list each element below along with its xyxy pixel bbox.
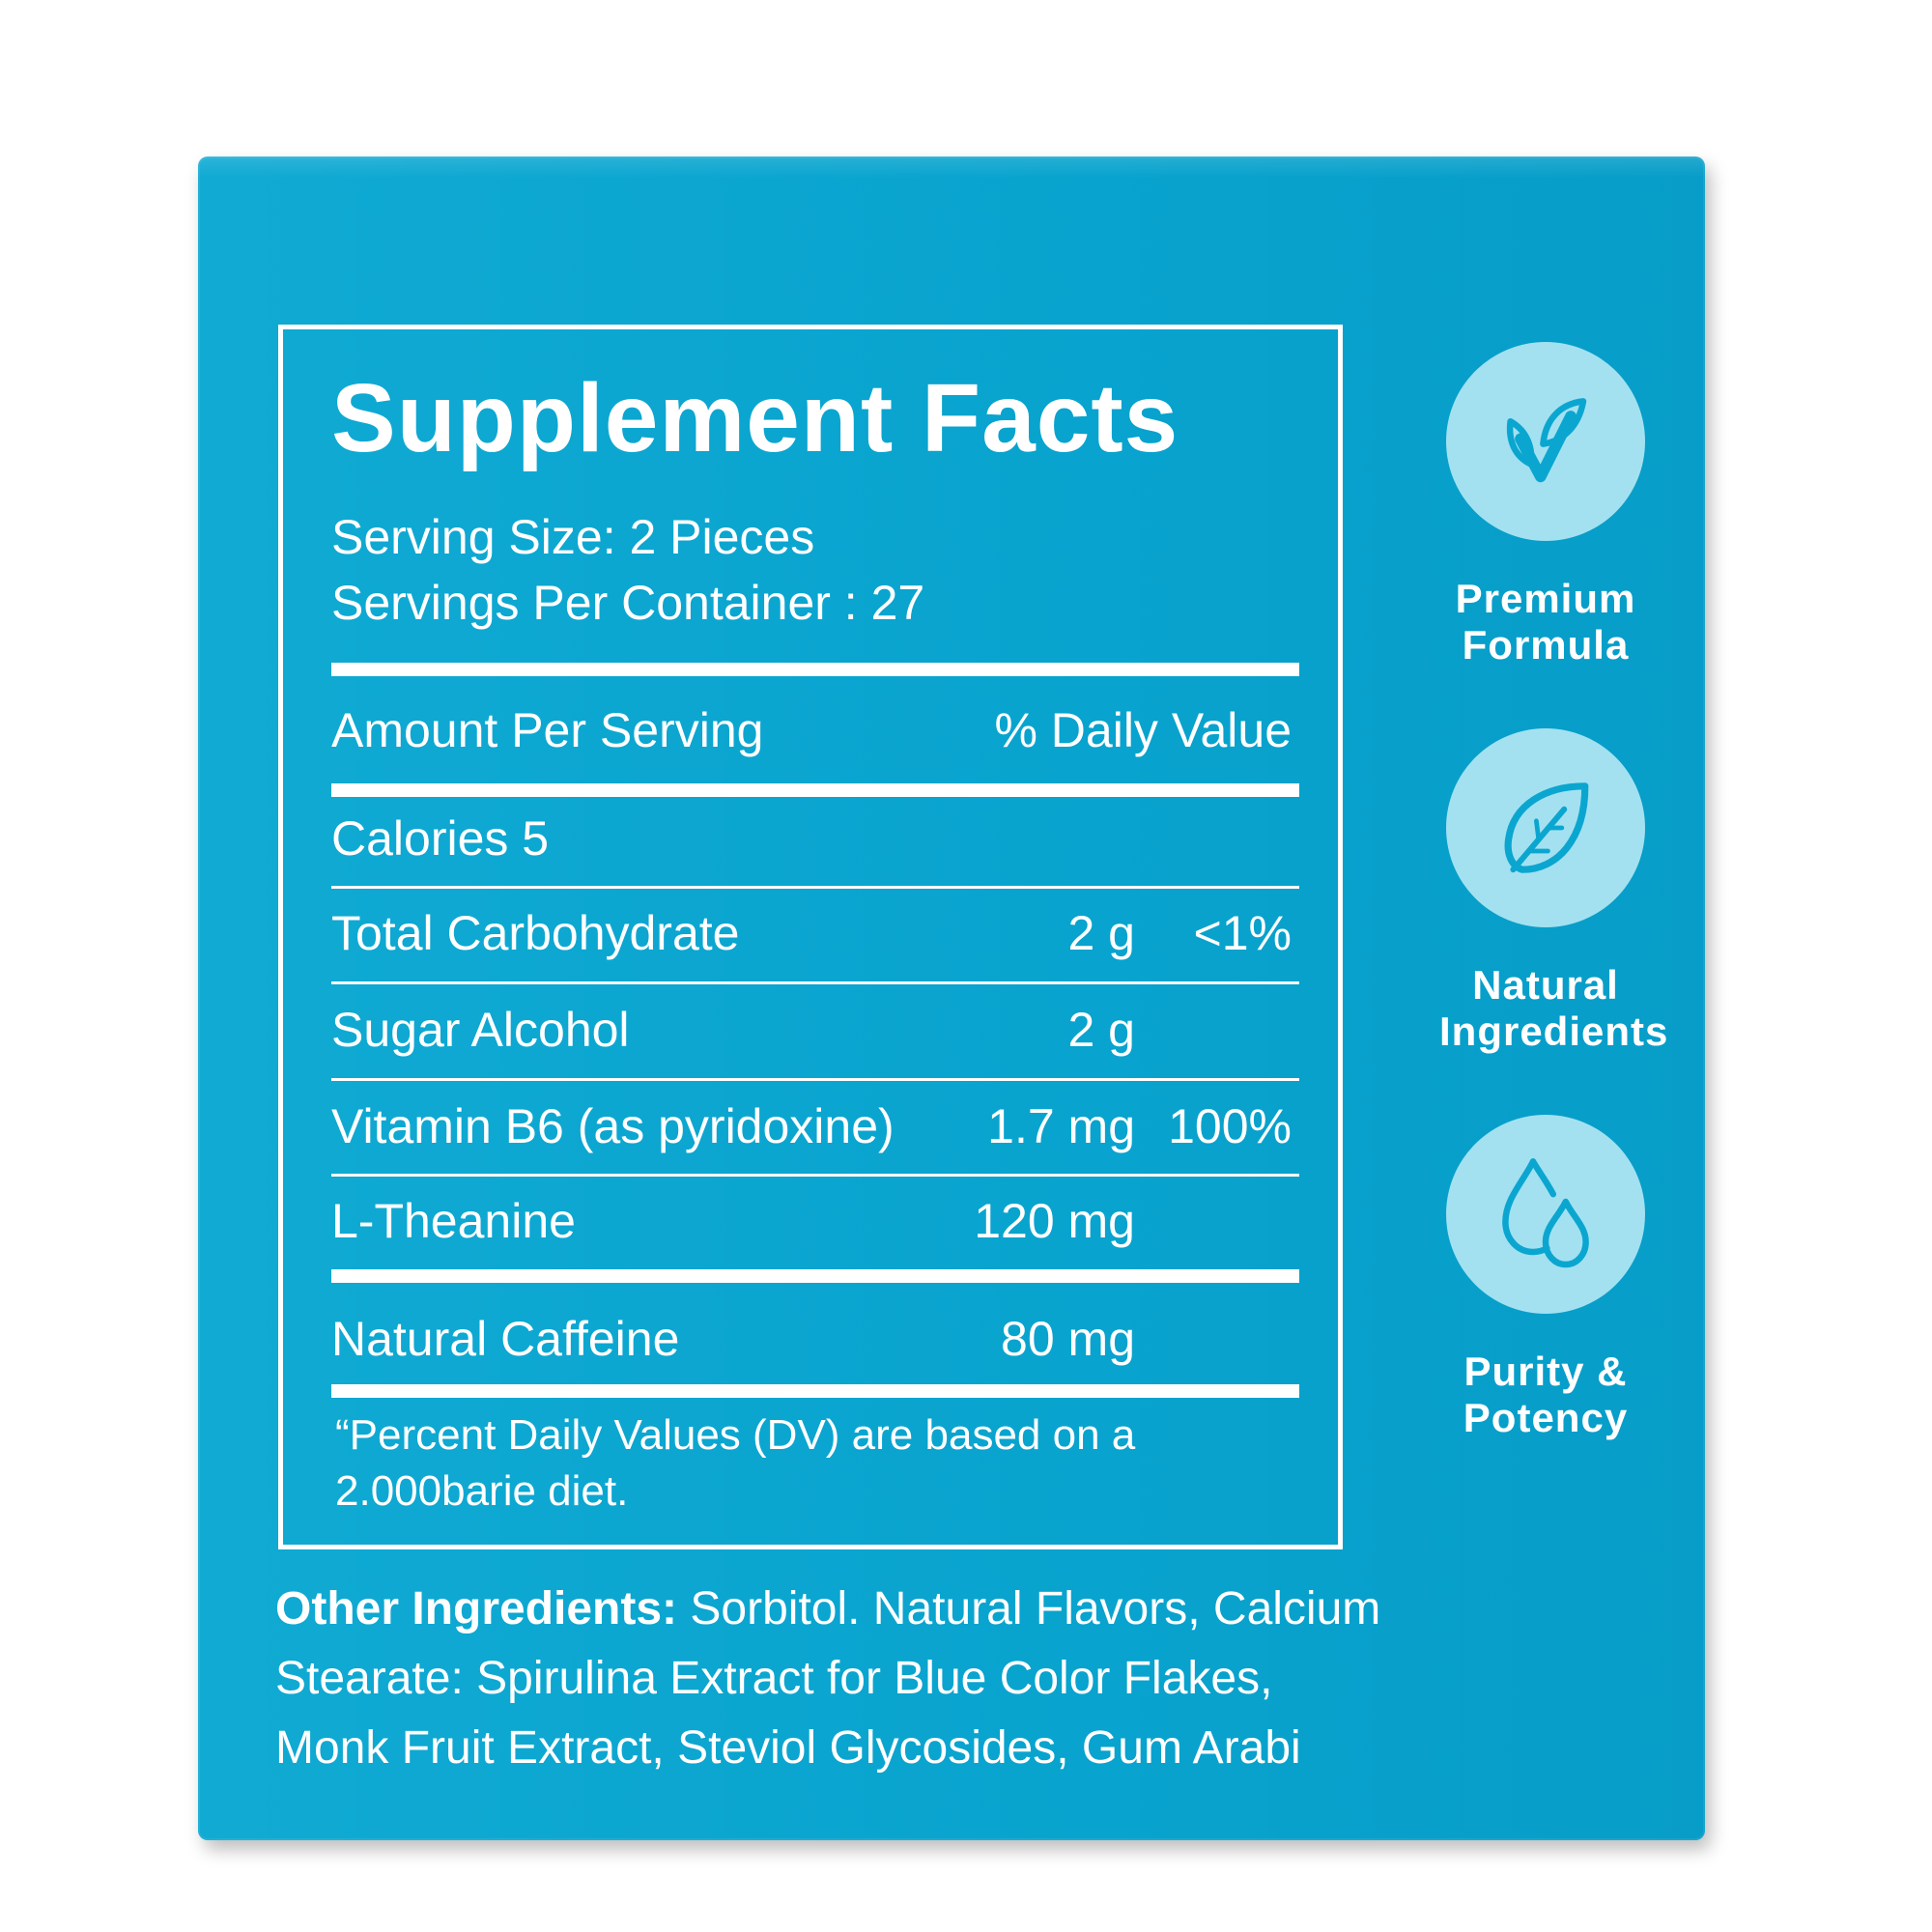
row-name: Vitamin B6 (as pyridoxine) <box>331 1099 895 1153</box>
other-ingredients-label: Other Ingredients: <box>275 1583 678 1634</box>
serving-size: Serving Size: 2 Pieces <box>331 510 815 564</box>
divider-thick <box>331 1384 1299 1398</box>
droplets-icon <box>1502 1158 1589 1268</box>
row-name: L-Theanine <box>331 1194 576 1248</box>
facts-title: Supplement Facts <box>331 364 1179 472</box>
divider-thin <box>331 1174 1299 1177</box>
row-name: Total Carbohydrate <box>331 906 740 960</box>
supplement-facts-panel: Supplement Facts Serving Size: 2 Pieces … <box>278 325 1343 1549</box>
row-amount: 2 g <box>1067 1003 1135 1057</box>
badge-circle <box>1446 1115 1645 1314</box>
row-amount: 1.7 mg <box>987 1099 1135 1153</box>
divider-thick <box>331 663 1299 676</box>
badge-label-line1: Purity & <box>1463 1349 1628 1394</box>
other-ingredients: Other Ingredients: Sorbitol. Natural Fla… <box>275 1575 1386 1783</box>
product-box: Supplement Facts Serving Size: 2 Pieces … <box>198 156 1705 1840</box>
box-top-edge <box>198 156 1705 178</box>
leaves-check-icon <box>1506 398 1587 483</box>
row-name: Sugar Alcohol <box>331 1003 630 1057</box>
leaf-icon <box>1504 782 1589 873</box>
row-amount: 2 g <box>1067 906 1135 960</box>
row-amount: 80 mg <box>1001 1312 1135 1366</box>
badge-label: Purity & Potency <box>1439 1349 1652 1441</box>
badge-label: Natural Ingredients <box>1439 962 1669 1055</box>
divider-thick <box>331 783 1299 797</box>
header-amount-per-serving: Amount Per Serving <box>331 703 764 757</box>
other-ingredients-text: Sorbitol. Natural Flavors, Calcium Stear… <box>275 1583 1381 1774</box>
row-daily-value: 100% <box>1168 1099 1292 1153</box>
badge-label-line2: Potency <box>1463 1395 1629 1440</box>
badge-circle <box>1446 342 1645 541</box>
divider-thick <box>331 1269 1299 1283</box>
header-daily-value: % Daily Value <box>994 703 1292 757</box>
badge-purity-potency: Purity & Potency <box>1439 1115 1652 1441</box>
calories-row: Calories 5 <box>331 811 550 866</box>
divider-thin <box>331 981 1299 984</box>
badge-premium-formula: Premium Formula <box>1439 342 1652 668</box>
footnote: “Percent Daily Values (DV) are based on … <box>335 1411 1136 1515</box>
badge-label-line2: Ingredients <box>1439 1009 1669 1054</box>
badge-label-line1: Premium <box>1455 576 1636 621</box>
divider-thin <box>331 1078 1299 1081</box>
badge-label-line2: Formula <box>1462 622 1630 668</box>
badge-label: Premium Formula <box>1439 576 1652 668</box>
badge-natural-ingredients: Natural Ingredients <box>1439 728 1669 1055</box>
badge-label-line1: Natural <box>1472 962 1619 1008</box>
row-name: Natural Caffeine <box>331 1312 680 1366</box>
badge-circle <box>1446 728 1645 927</box>
servings-per-container: Servings Per Container : 27 <box>331 576 925 630</box>
row-daily-value: <1% <box>1193 906 1292 960</box>
row-amount: 120 mg <box>974 1194 1135 1248</box>
divider-thin <box>331 886 1299 889</box>
